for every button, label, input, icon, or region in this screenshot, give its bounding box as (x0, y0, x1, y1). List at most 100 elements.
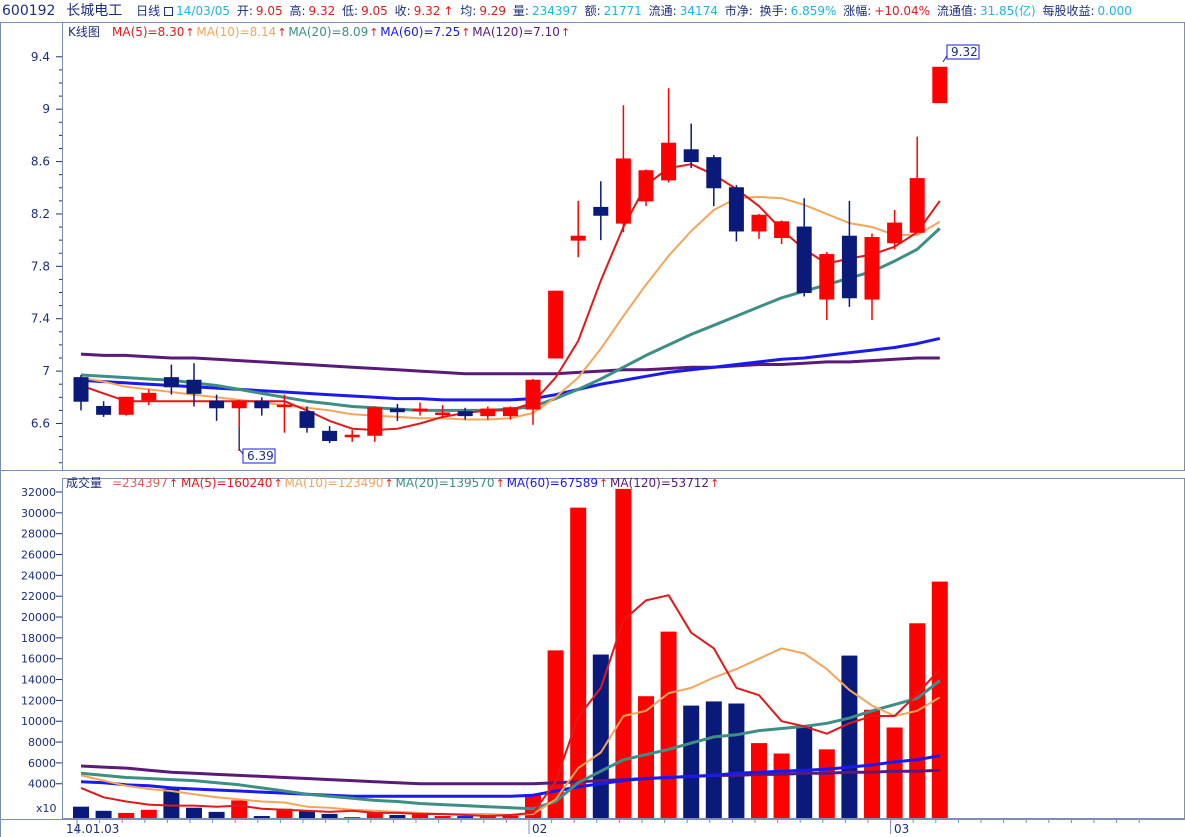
volume-y-tick-label: 24000 (21, 569, 56, 582)
candle (774, 220, 790, 245)
candle-body (96, 405, 112, 415)
stock-code: 600192 (2, 3, 56, 19)
volume-label: 量: (512, 4, 529, 18)
volume-bar (299, 810, 315, 818)
up-arrow-icon: ↑ (277, 26, 286, 39)
change-value: +10.04% (874, 4, 931, 18)
candle-body (819, 254, 835, 300)
period-label[interactable]: 日线 (136, 4, 161, 18)
low-price-marker: 6.39 (238, 427, 276, 464)
candle (593, 181, 609, 241)
volume-bar (909, 623, 926, 818)
candle (480, 406, 496, 420)
volume-bar (231, 800, 248, 818)
candle-body (457, 411, 473, 417)
high-marker-value: 9.32 (951, 45, 978, 59)
volume-value: 234397 (531, 4, 578, 18)
stock-chart[interactable]: 9.4 9 8.6 8.2 7.8 7.4 7 6.6 32000 30000 28000 2600… (0, 22, 1185, 837)
volume-bar (592, 654, 609, 818)
volume-ma-legend: MA(5)=160240 ↑ MA(10)=123490 ↑ MA(20)=139570… (181, 476, 719, 490)
candle-body (728, 187, 744, 232)
volume-y-tick-label: 20000 (21, 611, 56, 624)
volume-y-tick-label: 28000 (21, 528, 56, 541)
volume-bar (818, 749, 835, 818)
low-value: 9.05 (361, 4, 388, 18)
eps-value: 0.000 (1097, 4, 1132, 18)
amount-label: 额: (584, 4, 601, 18)
candle (118, 396, 134, 416)
candle (819, 251, 835, 321)
vol-ma20-line (80, 679, 941, 811)
open-value: 9.05 (255, 4, 283, 18)
candle-body (163, 377, 179, 388)
volume-bar (728, 703, 745, 818)
candle-body (209, 400, 225, 409)
ma-legend-item: MA(60)=67589 (507, 476, 598, 490)
volume-bar (547, 650, 564, 818)
price-y-axis: 9.4 9 8.6 8.2 7.8 7.4 7 6.6 (31, 50, 62, 464)
up-arrow-icon: ↑ (710, 477, 719, 490)
vol-ma120-line (80, 764, 940, 786)
volume-bar (773, 753, 790, 818)
high-price-marker: 9.32 (942, 44, 980, 63)
volume-y-tick-label: 22000 (21, 590, 56, 603)
up-arrow-icon: ↑ (369, 26, 378, 39)
candle-body (412, 408, 428, 412)
quote-header: 600192 长城电工 日线 14/03/05 开: 9.05 高: 9.32 低: 9… (0, 0, 1185, 23)
candle (932, 66, 948, 104)
price-y-tick-label: 7.8 (31, 259, 50, 273)
candle (186, 363, 202, 407)
candle-body (841, 235, 857, 299)
volume-bar (389, 815, 406, 818)
volume-moving-averages (80, 594, 941, 817)
candle-body (887, 222, 903, 244)
volume-bar (615, 488, 632, 818)
candle (96, 401, 112, 417)
candle-body (525, 379, 541, 410)
candle-body (389, 408, 405, 413)
ma-legend-item: MA(10)=8.14 (196, 25, 276, 39)
candlestick-series[interactable] (73, 66, 948, 451)
mcap-label: 流通值: (936, 4, 977, 18)
candle-body (480, 408, 496, 417)
candle (525, 378, 541, 425)
candle (276, 394, 292, 433)
volume-y-tick-label: 10000 (21, 715, 56, 728)
mcap-value: 31.85(亿) (979, 4, 1036, 18)
avg-label: 均: (460, 4, 477, 18)
volume-bar (705, 701, 722, 818)
volume-current-value: =234397 (112, 476, 168, 490)
candle (389, 403, 405, 421)
ma-legend-item: MA(20)=8.09 (288, 25, 368, 39)
candle-body (502, 407, 518, 417)
volume-bar (412, 812, 428, 818)
candle-body (570, 235, 586, 241)
volume-bar (118, 812, 135, 818)
candle-body (796, 226, 812, 294)
candle (344, 430, 360, 442)
open-label: 开: (236, 4, 253, 18)
candle (887, 210, 903, 250)
ma-legend-item: MA(20)=139570 (396, 476, 495, 490)
volume-unit: x10 (36, 802, 57, 815)
quote-date: 14/03/05 (176, 4, 231, 18)
low-marker-value: 6.39 (247, 449, 274, 463)
period-toggle-icon[interactable] (164, 7, 174, 16)
candle (796, 198, 812, 297)
volume-bar (344, 817, 361, 818)
float-value: 34174 (679, 4, 718, 18)
volume-up-arrow-icon: ↑ (169, 477, 178, 490)
candle-body (435, 412, 451, 415)
candle-body (231, 400, 247, 409)
up-arrow-icon: ↑ (461, 26, 470, 39)
volume-bar (253, 816, 270, 818)
price-y-tick-label: 6.6 (31, 416, 50, 430)
candle-body (186, 379, 202, 394)
date-x-axis: 14.01.03 02 03 (66, 819, 1140, 836)
candle-body (299, 411, 315, 428)
volume-bar (751, 743, 767, 818)
volume-bar (570, 507, 587, 818)
price-panel-frame (62, 22, 1185, 471)
price-y-tick-label: 8.6 (31, 155, 50, 169)
volume-y-tick-label: 12000 (21, 694, 56, 707)
